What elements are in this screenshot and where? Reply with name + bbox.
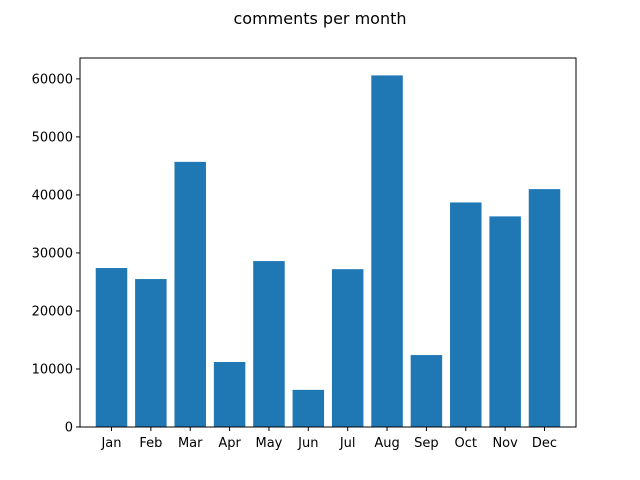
x-tick-label-jan: Jan	[100, 436, 121, 451]
y-axis: 0 10000 20000 30000 40000 50000 60000	[32, 72, 80, 436]
bar-jul	[331, 269, 364, 427]
y-tick-label: 30000	[32, 246, 73, 261]
bar-oct	[450, 202, 482, 427]
bar-sep	[410, 355, 443, 427]
bar-apr	[213, 362, 246, 427]
y-tick-label: 40000	[32, 188, 73, 203]
x-tick-label-feb: Feb	[139, 436, 162, 451]
x-tick-label-dec: Dec	[532, 436, 557, 451]
y-tick-label: 50000	[32, 130, 73, 145]
bar-dec	[528, 189, 561, 427]
y-tick-label: 60000	[32, 72, 73, 87]
bar-may	[253, 261, 285, 427]
plot-frame	[79, 57, 577, 428]
y-tick-label: 20000	[32, 304, 73, 319]
x-tick-label-oct: Oct	[455, 436, 477, 451]
chart-title: comments per month	[233, 9, 406, 28]
x-tick-label-may: May	[256, 436, 283, 451]
x-axis: Jan Feb Mar Apr May Jun Jul Aug Sep Oct Nov Dec	[100, 427, 557, 451]
bars-layer	[95, 75, 561, 428]
x-tick-label-aug: Aug	[374, 436, 399, 451]
bar-jun	[292, 389, 325, 427]
bar-nov	[489, 216, 521, 427]
x-tick-label-mar: Mar	[178, 436, 203, 451]
bar-aug	[371, 75, 403, 427]
y-tick-label: 10000	[32, 362, 73, 377]
bar-jan	[95, 268, 128, 427]
bar-mar	[174, 161, 206, 428]
x-tick-label-apr: Apr	[218, 436, 241, 451]
x-tick-label-sep: Sep	[414, 436, 439, 451]
x-tick-label-jul: Jul	[339, 436, 356, 451]
y-tick-label: 0	[65, 421, 73, 436]
x-tick-label-nov: Nov	[492, 436, 518, 451]
bar-feb	[135, 279, 167, 427]
x-tick-label-jun: Jun	[297, 436, 318, 451]
